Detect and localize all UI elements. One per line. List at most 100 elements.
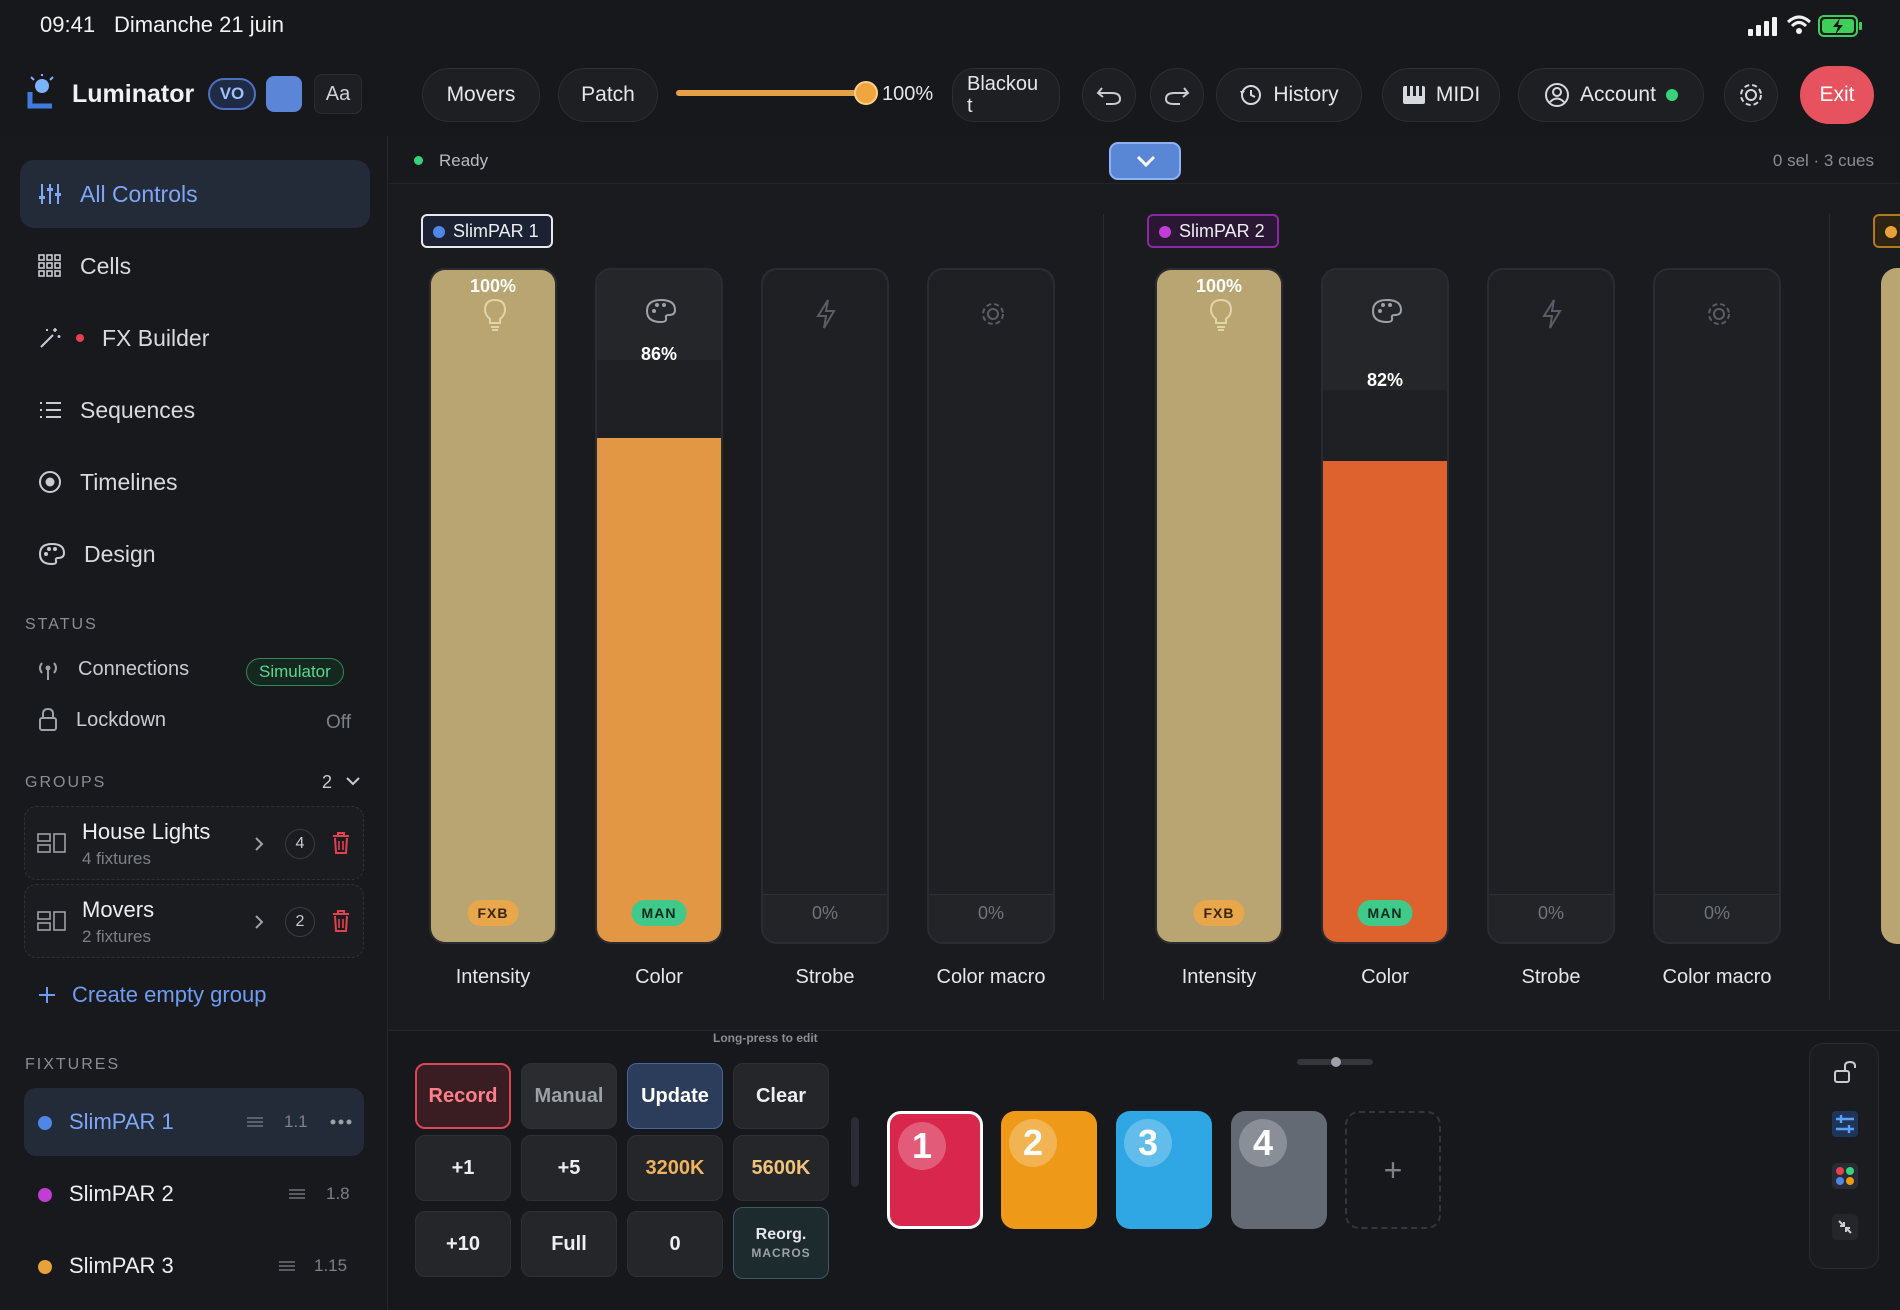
fixture-row-slimpar-3[interactable]: SlimPAR 3 1.15 — [24, 1232, 364, 1300]
midi-button[interactable]: MIDI — [1382, 68, 1500, 122]
version-badge[interactable]: VO — [208, 78, 256, 110]
fader-partial[interactable] — [1881, 268, 1900, 944]
update-button[interactable]: Update — [627, 1063, 723, 1129]
fixture-tag-slimpar-1[interactable]: SlimPAR 1 — [421, 214, 553, 248]
nav-design[interactable]: Design — [20, 520, 370, 588]
fader-slimpar1-intensity[interactable]: 100% FXB — [429, 268, 557, 944]
zero-button[interactable]: 0 — [627, 1211, 723, 1277]
fader-slimpar2-color-macro[interactable]: 0% — [1653, 268, 1781, 944]
fx-live-dot — [76, 334, 84, 342]
cue-3[interactable]: 3 — [1116, 1111, 1212, 1229]
groups-count: 2 — [322, 772, 333, 792]
full-button[interactable]: Full — [521, 1211, 617, 1277]
adjust-icon[interactable] — [1831, 1110, 1859, 1138]
fader-slimpar1-color[interactable]: 86% MAN — [595, 268, 723, 944]
signal-icon — [1748, 17, 1777, 36]
lockdown-value: Off — [326, 712, 351, 733]
macros-label: MACROS — [751, 1246, 811, 1260]
movers-button[interactable]: Movers — [422, 68, 540, 122]
3200k-button[interactable]: 3200K — [627, 1135, 723, 1201]
group-card-house-lights[interactable]: House Lights 4 fixtures 4 — [24, 806, 364, 880]
fixture-tag-slimpar-2[interactable]: SlimPAR 2 — [1147, 214, 1279, 248]
drag-handle-icon[interactable] — [246, 1116, 264, 1128]
status-bar: 09:41 Dimanche 21 juin — [0, 0, 1900, 52]
add-cue-button[interactable]: + — [1345, 1111, 1441, 1229]
clear-button[interactable]: Clear — [733, 1063, 829, 1129]
mode-badge: MAN — [1357, 900, 1413, 926]
lockdown-row[interactable]: Lockdown — [38, 708, 166, 732]
cue-2[interactable]: 2 — [1001, 1111, 1097, 1229]
accent-color-swatch[interactable] — [266, 76, 302, 112]
fader-value: 0% — [977, 903, 1004, 923]
exit-button[interactable]: Exit — [1800, 66, 1874, 124]
master-slider[interactable] — [676, 81, 878, 105]
create-group-label: Create empty group — [72, 982, 267, 1007]
battery-icon — [1818, 15, 1862, 37]
record-button[interactable]: Record — [415, 1063, 511, 1129]
fader-value: 82% — [1366, 370, 1404, 390]
more-icon[interactable] — [330, 1118, 352, 1126]
plus-5-button[interactable]: +5 — [521, 1135, 617, 1201]
collapse-toggle-button[interactable] — [1109, 142, 1181, 180]
connections-row[interactable]: Connections — [36, 658, 189, 681]
fixture-tag-slimpar-3-partial[interactable] — [1873, 214, 1900, 248]
panel-resize-handle[interactable] — [851, 1117, 859, 1187]
nav-sequences[interactable]: Sequences — [20, 376, 370, 444]
unlock-icon[interactable] — [1833, 1060, 1857, 1084]
gear-icon — [982, 303, 1004, 325]
bulb-icon — [483, 298, 507, 331]
fader-slimpar1-strobe[interactable]: 0% — [761, 268, 889, 944]
plus-1-button[interactable]: +1 — [415, 1135, 511, 1201]
channel-label: Intensity — [455, 966, 531, 988]
fixture-row-slimpar-2[interactable]: SlimPAR 2 1.8 — [24, 1160, 364, 1228]
nav-fx-builder[interactable]: FX Builder — [20, 304, 370, 372]
palette-icon — [1371, 298, 1403, 324]
reorg-macros-button[interactable]: Reorg. MACROS — [733, 1207, 829, 1279]
font-size-button[interactable]: Aa — [314, 74, 362, 114]
selection-info: 0 sel · 3 cues — [1772, 151, 1874, 170]
fixture-tag-dot — [433, 226, 445, 238]
redo-button[interactable] — [1150, 68, 1204, 122]
fader-slimpar1-color-macro[interactable]: 0% — [927, 268, 1055, 944]
nav-timelines[interactable]: Timelines — [20, 448, 370, 516]
account-button[interactable]: Account — [1518, 68, 1704, 122]
blackout-button[interactable]: Blackou t — [952, 68, 1060, 122]
chevron-down-icon[interactable] — [344, 774, 362, 788]
nav-label: All Controls — [80, 180, 198, 207]
fader-slimpar2-strobe[interactable]: 0% — [1487, 268, 1615, 944]
group-card-movers[interactable]: Movers 2 fixtures 2 — [24, 884, 364, 958]
group-icon — [37, 911, 66, 931]
plus-10-button[interactable]: +10 — [415, 1211, 511, 1277]
nav-label: Timelines — [80, 468, 178, 495]
fader-header — [1323, 270, 1447, 390]
trash-icon[interactable] — [332, 910, 350, 932]
fader-slimpar2-intensity[interactable]: 100% FXB — [1155, 268, 1283, 944]
trash-icon[interactable] — [332, 832, 350, 854]
master-slider-thumb[interactable] — [854, 81, 878, 105]
undo-button[interactable] — [1082, 68, 1136, 122]
chevron-right-icon[interactable] — [253, 913, 265, 931]
settings-button[interactable] — [1724, 68, 1778, 122]
nav-cells[interactable]: Cells — [20, 232, 370, 300]
color-grid-icon[interactable] — [1831, 1162, 1859, 1190]
cue-1[interactable]: 1 — [887, 1111, 983, 1229]
create-group-button[interactable]: Create empty group — [38, 982, 266, 1008]
collapse-icon[interactable] — [1832, 1214, 1858, 1240]
patch-button[interactable]: Patch — [558, 68, 658, 122]
cue-page-indicator[interactable] — [1297, 1057, 1373, 1067]
5600k-button[interactable]: 5600K — [733, 1135, 829, 1201]
channel-label: Color macro — [1662, 966, 1772, 988]
nav-all-controls[interactable]: All Controls — [20, 160, 370, 228]
fader-slimpar2-color[interactable]: 82% MAN — [1321, 268, 1449, 944]
status-date: Dimanche 21 juin — [114, 12, 284, 37]
history-button[interactable]: History — [1216, 68, 1362, 122]
fixture-row-slimpar-1[interactable]: SlimPAR 1 1.1 — [24, 1088, 364, 1156]
fader-value: 0% — [1537, 903, 1564, 923]
cue-4[interactable]: 4 — [1231, 1111, 1327, 1229]
drag-handle-icon[interactable] — [288, 1188, 306, 1200]
cue-page-dot — [1331, 1057, 1341, 1067]
manual-button[interactable]: Manual — [521, 1063, 617, 1129]
cue-number: 3 — [1124, 1119, 1172, 1167]
drag-handle-icon[interactable] — [278, 1260, 296, 1272]
chevron-right-icon[interactable] — [253, 835, 265, 853]
